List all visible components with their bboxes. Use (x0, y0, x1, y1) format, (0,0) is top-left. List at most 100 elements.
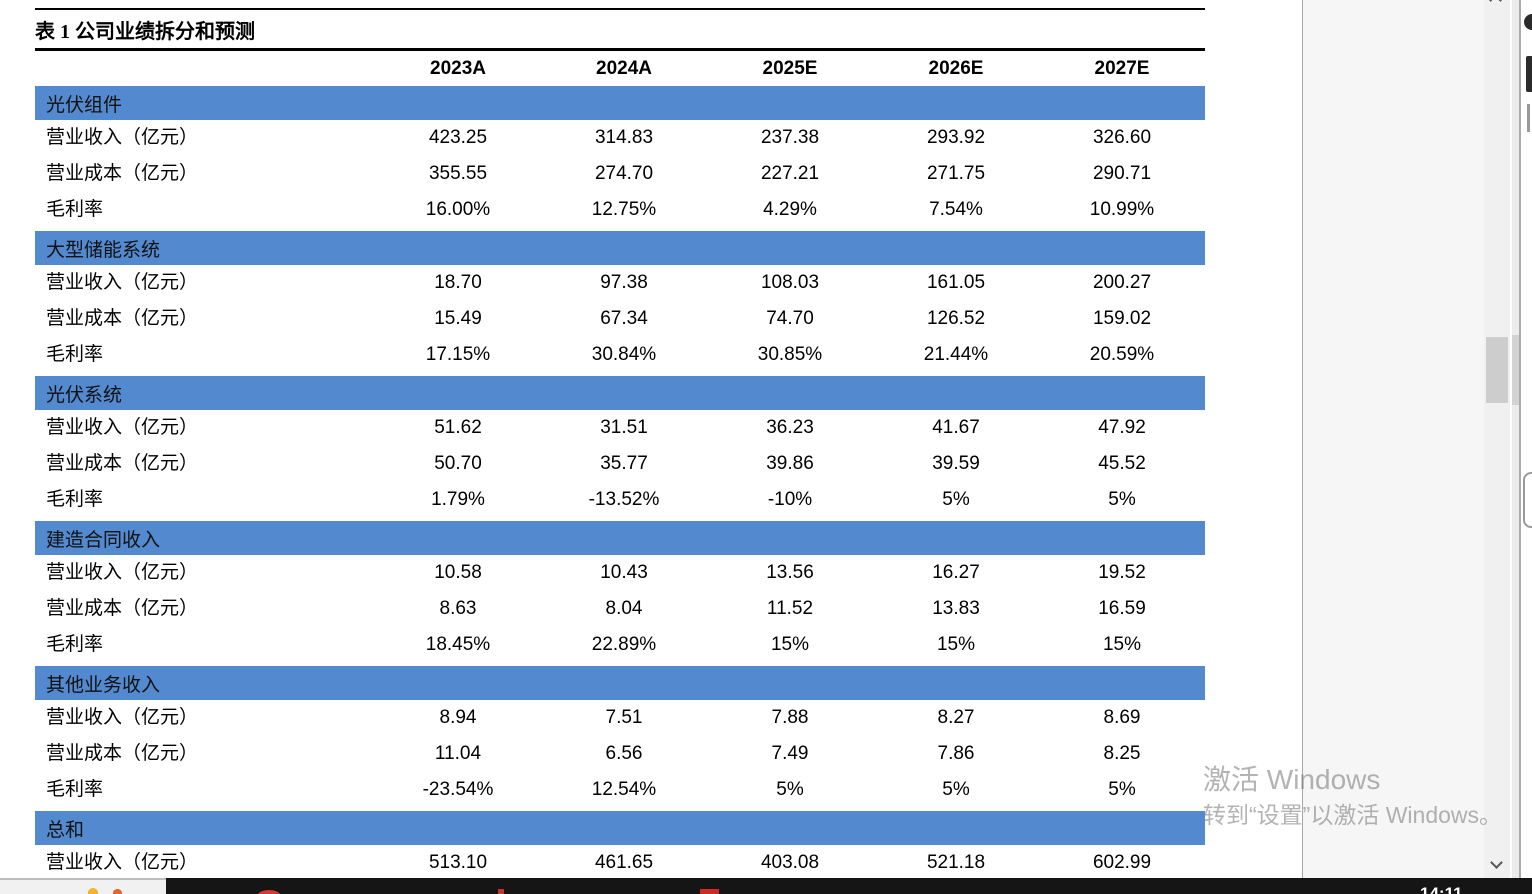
secondary-scrollbar-thumb[interactable] (1512, 335, 1519, 405)
value-cell: 293.92 (926, 127, 986, 148)
app-icon[interactable] (113, 889, 122, 894)
value-cell: 8.63 (439, 598, 477, 619)
value-cell: 227.21 (760, 163, 820, 184)
value-cell: 12.54% (591, 779, 657, 800)
folder-icon[interactable] (88, 888, 98, 894)
row-label: 营业收入（亿元） (46, 852, 199, 873)
value-cell: 200.27 (1092, 272, 1152, 293)
value-cell: 20.59% (1089, 344, 1155, 365)
value-cell: 8.27 (937, 707, 975, 728)
header-spacer (35, 51, 375, 86)
row-label: 营业收入（亿元） (46, 562, 199, 583)
window-divider (1302, 0, 1303, 878)
section-title: 建造合同收入 (46, 529, 161, 551)
row-label: 毛利率 (46, 199, 104, 220)
table-section: 其他业务收入 营业收入（亿元） 8.94 7.51 7.88 8.27 8.69… (35, 666, 1205, 808)
value-cell: 39.86 (766, 453, 814, 474)
section-header-bar: 大型储能系统 (35, 231, 1205, 265)
section-header-bar: 建造合同收入 (35, 521, 1205, 555)
value-cell: -10% (767, 489, 813, 510)
value-cell: 10.58 (434, 562, 482, 583)
value-cell: 51.62 (434, 417, 482, 438)
row-label: 营业收入（亿元） (46, 417, 199, 438)
table-row: 营业成本（亿元） 8.63 8.04 11.52 13.83 16.59 (35, 591, 1205, 627)
value-cell: 461.65 (594, 852, 654, 873)
table-row: 毛利率 1.79% -13.52% -10% 5% 5% (35, 482, 1205, 518)
value-cell: 8.94 (439, 707, 477, 728)
value-cell: 108.03 (760, 272, 820, 293)
right-edge-gutter (1521, 0, 1532, 878)
table-section: 光伏组件 营业收入（亿元） 423.25 314.83 237.38 293.9… (35, 86, 1205, 228)
row-label: 营业成本（亿元） (46, 743, 199, 764)
value-cell: 16.00% (425, 199, 491, 220)
value-cell: 67.34 (600, 308, 648, 329)
section-title: 光伏组件 (46, 94, 123, 116)
column-header-2025E: 2025E (762, 58, 818, 79)
table-row: 营业收入（亿元） 8.94 7.51 7.88 8.27 8.69 (35, 700, 1205, 736)
clipped-circle-icon[interactable] (1524, 14, 1532, 30)
value-cell: 8.04 (605, 598, 643, 619)
background-window-edge[interactable] (0, 878, 166, 894)
value-cell: 45.52 (1098, 453, 1146, 474)
value-cell: 35.77 (600, 453, 648, 474)
value-cell: 159.02 (1092, 308, 1152, 329)
clipped-divider-icon (1527, 104, 1530, 132)
value-cell: 74.70 (766, 308, 814, 329)
taskbar-app-icon[interactable] (258, 890, 280, 894)
value-cell: 314.83 (594, 127, 654, 148)
taskbar (166, 878, 1532, 894)
value-cell: 15% (1102, 634, 1142, 655)
table-row: 营业收入（亿元） 18.70 97.38 108.03 161.05 200.2… (35, 265, 1205, 301)
section-title: 光伏系统 (46, 384, 123, 406)
table-section: 建造合同收入 营业收入（亿元） 10.58 10.43 13.56 16.27 … (35, 521, 1205, 663)
value-cell: 17.15% (425, 344, 491, 365)
value-cell: 11.04 (434, 743, 482, 764)
value-cell: 7.86 (937, 743, 975, 764)
column-header-2027E: 2027E (1094, 58, 1150, 79)
value-cell: 13.83 (932, 598, 980, 619)
taskbar-clock[interactable]: 14:11 (1420, 884, 1463, 894)
value-cell: 1.79% (431, 489, 485, 510)
clipped-button[interactable] (1523, 472, 1532, 528)
section-header-bar: 其他业务收入 (35, 666, 1205, 700)
value-cell: 355.55 (428, 163, 488, 184)
value-cell: 8.69 (1103, 707, 1141, 728)
value-cell: -23.54% (422, 779, 494, 800)
value-cell: 15.49 (434, 308, 482, 329)
taskbar-app-icon[interactable] (498, 889, 504, 894)
section-header-bar: 总和 (35, 811, 1205, 845)
vertical-scrollbar-track[interactable] (1484, 0, 1510, 878)
clipped-bar-icon[interactable] (1526, 56, 1532, 92)
value-cell: 18.45% (425, 634, 491, 655)
secondary-scrollbar-track[interactable] (1512, 0, 1519, 878)
value-cell: 31.51 (600, 417, 648, 438)
value-cell: 47.92 (1098, 417, 1146, 438)
value-cell: 271.75 (926, 163, 986, 184)
column-header-2026E: 2026E (928, 58, 984, 79)
table-row: 营业收入（亿元） 10.58 10.43 13.56 16.27 19.52 (35, 555, 1205, 591)
section-title: 大型储能系统 (46, 239, 161, 261)
value-cell: 10.99% (1089, 199, 1155, 220)
row-label: 营业成本（亿元） (46, 163, 199, 184)
taskbar-app-icon[interactable] (700, 889, 719, 894)
value-cell: 7.54% (929, 199, 983, 220)
value-cell: 30.84% (591, 344, 657, 365)
value-cell: 12.75% (591, 199, 657, 220)
value-cell: 161.05 (926, 272, 986, 293)
table-sections: 光伏组件 营业收入（亿元） 423.25 314.83 237.38 293.9… (35, 86, 1205, 808)
row-label: 毛利率 (46, 634, 104, 655)
value-cell: 15% (770, 634, 810, 655)
table-row: 毛利率 17.15% 30.84% 30.85% 21.44% 20.59% (35, 337, 1205, 373)
row-label: 营业成本（亿元） (46, 453, 199, 474)
row-label: 营业收入（亿元） (46, 127, 199, 148)
value-cell: 403.08 (760, 852, 820, 873)
vertical-scrollbar-thumb[interactable] (1486, 337, 1508, 403)
row-label: 营业收入（亿元） (46, 272, 199, 293)
value-cell: 513.10 (428, 852, 488, 873)
value-cell: 290.71 (1092, 163, 1152, 184)
table-row: 营业成本（亿元） 355.55 274.70 227.21 271.75 290… (35, 156, 1205, 192)
performance-table: 表 1 公司业绩拆分和预测 2023A 2024A 2025E 2026E 20… (35, 8, 1205, 884)
table-row: 毛利率 -23.54% 12.54% 5% 5% 5% (35, 772, 1205, 808)
table-section-total: 总和 营业收入（亿元） 513.10 461.65 403.08 521.18 … (35, 811, 1205, 881)
